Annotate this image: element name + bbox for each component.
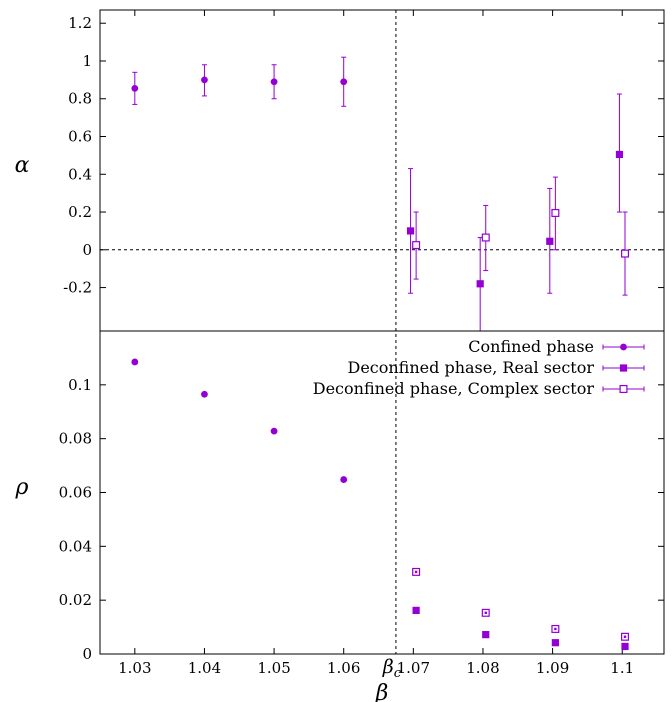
- rho-point: [551, 639, 559, 647]
- x-tick-label: 1.09: [536, 659, 569, 677]
- top-y-tick-label: 0.6: [68, 128, 92, 146]
- rho-point: [131, 358, 139, 366]
- alpha-point: [412, 241, 421, 250]
- alpha-point: [546, 237, 554, 245]
- alpha-point: [551, 208, 560, 217]
- rho-point: [412, 606, 420, 614]
- top-y-axis-label: α: [15, 153, 30, 178]
- bottom-y-tick-label: 0.06: [59, 484, 92, 502]
- top-y-tick-label: 1: [82, 52, 92, 70]
- top-y-tick-label: 1.2: [68, 14, 92, 32]
- x-tick-label: 1.04: [188, 659, 221, 677]
- top-y-tick-label: 0.2: [68, 203, 92, 221]
- x-tick-label: 1.07: [397, 659, 430, 677]
- top-panel-frame: [99, 9, 665, 332]
- rho-point: [201, 390, 208, 398]
- top-y-tick-label: 0.4: [68, 165, 92, 183]
- x-tick-label: 1.03: [118, 659, 151, 677]
- bottom-y-tick-label: 0.1: [68, 376, 92, 394]
- bottom-y-tick-label: 0.08: [59, 430, 92, 448]
- legend-marker: [619, 364, 628, 372]
- top-y-tick-label: 0: [82, 241, 92, 259]
- alpha-point: [201, 76, 208, 84]
- data-marks: [131, 56, 630, 651]
- alpha-point: [131, 84, 139, 92]
- alpha-point: [406, 227, 415, 235]
- beta-c-text: βc: [382, 656, 402, 681]
- alpha-point: [270, 78, 278, 86]
- alpha-point: [481, 233, 490, 242]
- beta-c-label: βc: [382, 656, 402, 681]
- rho-point-center: [414, 570, 418, 574]
- legend: Confined phase Deconfined phase, Real sec…: [313, 337, 645, 398]
- top-y-tick-label: -0.2: [63, 279, 92, 297]
- bottom-y-tick-label: 0: [82, 645, 92, 663]
- rho-point-center: [484, 611, 487, 615]
- x-tick-label: 1.06: [327, 659, 360, 677]
- top-y-tick-label: 0.8: [68, 90, 92, 108]
- legend-marker: [619, 385, 628, 394]
- bottom-y-tick-label: 0.02: [59, 591, 92, 609]
- bottom-y-axis-label: ρ: [15, 475, 29, 500]
- alpha-point: [340, 78, 348, 86]
- alpha-point: [621, 249, 630, 258]
- rho-point: [270, 427, 278, 435]
- rho-point: [621, 642, 629, 651]
- alpha-point: [615, 150, 624, 159]
- legend-label: Confined phase: [468, 337, 594, 356]
- rho-point: [482, 631, 490, 639]
- x-tick-label: 1.08: [466, 659, 499, 677]
- bottom-panel-frame: [99, 330, 665, 655]
- x-tick-label: 1.1: [610, 659, 634, 677]
- legend-label: Deconfined phase, Complex sector: [313, 379, 595, 398]
- axis-ticks: -0.2 0 0.2 0.4 0.6 0.8 1 1.2 0 0.02 0.04 0.06 0.08 0.…: [59, 10, 664, 677]
- rho-point-center: [554, 627, 557, 631]
- legend-label: Deconfined phase, Real sector: [347, 358, 594, 377]
- rho-point-center: [623, 635, 627, 638]
- legend-marker: [620, 343, 627, 351]
- rho-point: [340, 476, 348, 483]
- x-axis-label: β: [375, 681, 389, 702]
- x-tick-label: 1.05: [257, 659, 290, 677]
- bottom-y-tick-label: 0.04: [59, 537, 92, 555]
- alpha-point: [476, 280, 484, 288]
